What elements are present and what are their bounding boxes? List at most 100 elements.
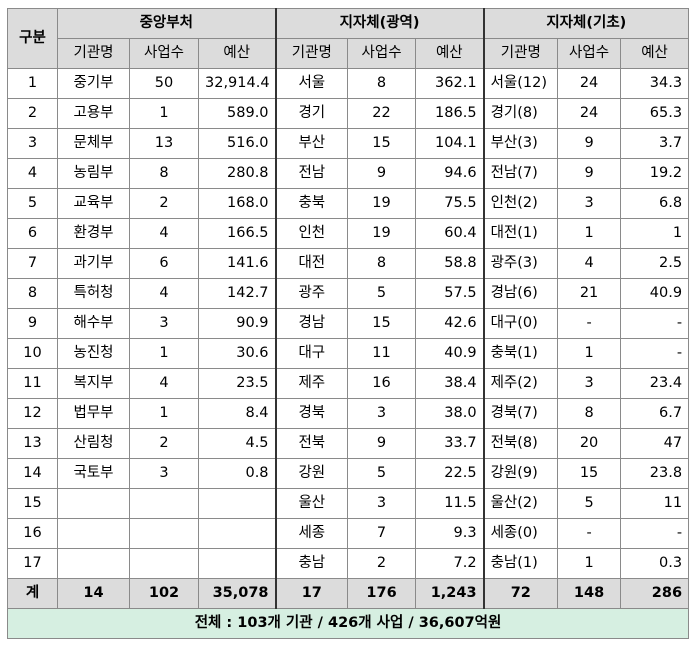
local-org-name: 전북(8) [482,428,559,459]
local-count: 8 [557,398,622,429]
metro-org-name: 경기 [274,98,349,129]
central-budget: 142.7 [197,278,277,309]
metro-budget: 9.3 [415,518,485,549]
central-budget: 4.5 [197,428,277,459]
col-header-count: 사업수 [129,38,199,69]
metro-count: 8 [347,248,417,279]
table-row: 1 중기부 50 32,914.4 서울 8 362.1 서울(12) 24 34.3 [7,68,690,99]
central-count: 1 [129,398,199,429]
central-org-name: 국토부 [57,458,130,489]
local-org-name: 경기(8) [482,98,559,129]
metro-budget: 104.1 [415,128,485,159]
local-org-name: 강원(9) [482,458,559,489]
local-org-name: 인천(2) [482,188,559,219]
central-org-name: 농림부 [57,158,130,189]
metro-count: 8 [347,68,417,99]
local-count: 24 [557,68,622,99]
row-number: 10 [7,338,58,369]
local-budget: 0.3 [620,548,690,579]
row-number: 5 [7,188,58,219]
local-org-name: 경남(6) [482,278,559,309]
metro-count: 3 [347,488,417,519]
row-number: 17 [7,548,58,579]
local-org-name: 부산(3) [482,128,559,159]
central-budget: 589.0 [197,98,277,129]
local-org-name: 충북(1) [482,338,559,369]
central-count: 1 [129,98,199,129]
metro-budget: 38.0 [415,398,485,429]
metro-org-name: 전북 [274,428,349,459]
local-org-name: 제주(2) [482,368,559,399]
metro-budget: 60.4 [415,218,485,249]
local-budget: 1 [620,218,690,249]
local-count: 15 [557,458,622,489]
central-count: 4 [129,218,199,249]
metro-count: 22 [347,98,417,129]
table-row: 5 교육부 2 168.0 충북 19 75.5 인천(2) 3 6.8 [7,188,690,219]
table-row: 3 문체부 13 516.0 부산 15 104.1 부산(3) 9 3.7 [7,128,690,159]
table-row: 14 국토부 3 0.8 강원 5 22.5 강원(9) 15 23.8 [7,458,690,489]
metro-budget: 58.8 [415,248,485,279]
central-org-name: 중기부 [57,68,130,99]
metro-count: 2 [347,548,417,579]
local-count: 20 [557,428,622,459]
row-number: 13 [7,428,58,459]
header-row-groups: 구분 중앙부처 지자체(광역) 지자체(기초) [7,8,690,69]
central-count [129,548,199,579]
table-row: 11 복지부 4 23.5 제주 16 38.4 제주(2) 3 23.4 [7,368,690,399]
metro-budget: 38.4 [415,368,485,399]
table-row: 17 충남 2 7.2 충남(1) 1 0.3 [7,548,690,579]
local-count: 9 [557,158,622,189]
central-org-name: 고용부 [57,98,130,129]
central-org-name: 문체부 [57,128,130,159]
local-count: 5 [557,488,622,519]
central-org-name: 교육부 [57,188,130,219]
metro-budget: 7.2 [415,548,485,579]
local-budget: 6.8 [620,188,690,219]
table-row: 8 특허청 4 142.7 광주 5 57.5 경남(6) 21 40.9 [7,278,690,309]
central-budget: 168.0 [197,188,277,219]
local-budget: 34.3 [620,68,690,99]
metro-count: 19 [347,188,417,219]
local-budget: 6.7 [620,398,690,429]
local-count: 9 [557,128,622,159]
col-header-count: 사업수 [557,38,622,69]
central-budget: 516.0 [197,128,277,159]
central-count [129,488,199,519]
central-count: 2 [129,428,199,459]
central-count: 1 [129,338,199,369]
central-org-name: 복지부 [57,368,130,399]
local-org-name: 대구(0) [482,308,559,339]
row-number: 16 [7,518,58,549]
local-budget: 19.2 [620,158,690,189]
total-metro-count: 176 [347,578,417,609]
metro-org-name: 제주 [274,368,349,399]
summary-row: 전체 : 103개 기관 / 426개 사업 / 36,607억원 [6,608,690,639]
total-central-budget: 35,078 [197,578,277,609]
metro-budget: 33.7 [415,428,485,459]
row-number: 7 [7,248,58,279]
table-row: 12 법무부 1 8.4 경북 3 38.0 경북(7) 8 6.7 [7,398,690,429]
metro-budget: 75.5 [415,188,485,219]
metro-budget: 11.5 [415,488,485,519]
local-budget: 23.4 [620,368,690,399]
metro-count: 15 [347,128,417,159]
central-count: 50 [129,68,199,99]
local-org-name: 충남(1) [482,548,559,579]
metro-budget: 362.1 [415,68,485,99]
local-count: 1 [557,218,622,249]
total-local-count: 148 [557,578,622,609]
metro-count: 5 [347,458,417,489]
col-header-org: 기관명 [482,38,559,69]
metro-count: 19 [347,218,417,249]
central-org-name: 농진청 [57,338,130,369]
budget-table: 구분 중앙부처 지자체(광역) 지자체(기초) 기관명 사업수 예산 기관명 사… [6,8,690,639]
metro-org-name: 대구 [274,338,349,369]
metro-count: 3 [347,398,417,429]
metro-count: 7 [347,518,417,549]
table-row: 6 환경부 4 166.5 인천 19 60.4 대전(1) 1 1 [7,218,690,249]
metro-budget: 94.6 [415,158,485,189]
row-number: 3 [7,128,58,159]
col-header-budget: 예산 [415,38,485,69]
row-number: 9 [7,308,58,339]
